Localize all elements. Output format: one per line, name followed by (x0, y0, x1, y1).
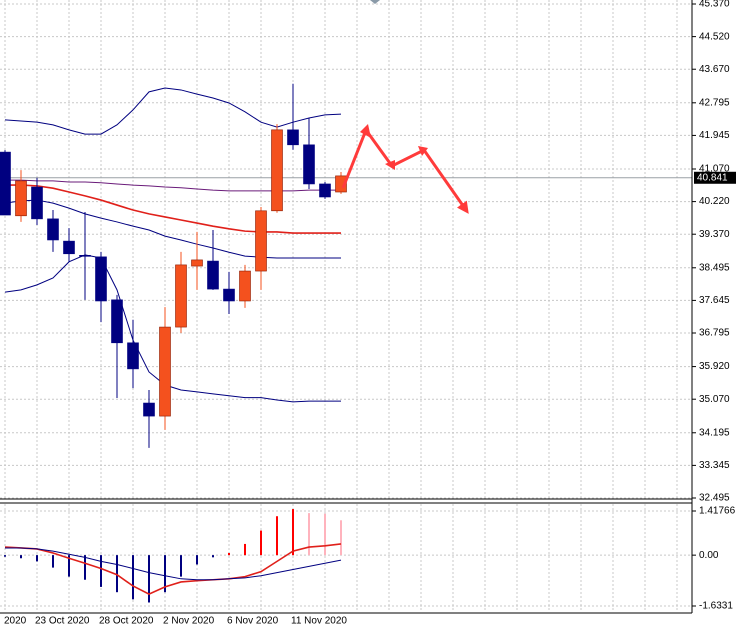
plot-layer: 45.370 44.520 43.670 42.795 41.945 41.070 40.2… (0, 0, 736, 612)
candle-body (287, 129, 299, 146)
y-tick-label: 1.41766 (699, 506, 736, 517)
x-tick-label: 23 Oct 2020 (35, 616, 90, 627)
indicator-line (4, 199, 341, 259)
candle-body (271, 129, 283, 212)
x-tick-label: 6 Nov 2020 (227, 616, 279, 627)
indicator-line (5, 184, 341, 234)
histogram-bar (212, 555, 214, 558)
histogram-bar (244, 543, 246, 556)
candle-body (191, 259, 203, 267)
candle-body (239, 270, 251, 302)
y-tick-label: 36.795 (699, 328, 730, 339)
x-tick-label: 11 Nov 2020 (291, 616, 347, 627)
y-tick-label: -1.6331 (699, 601, 733, 612)
indicator-line (4, 87, 342, 135)
histogram-bar (20, 555, 22, 559)
histogram-bar (324, 513, 326, 556)
y-tick-label: 44.520 (699, 31, 730, 42)
indicator-line (5, 547, 342, 581)
histogram-bar (148, 555, 150, 603)
candle-body (255, 210, 267, 272)
candle-body (159, 326, 171, 417)
candle-body (335, 175, 347, 193)
candle-body (303, 144, 315, 185)
histogram-bar (308, 513, 310, 556)
y-tick-label: 40.220 (699, 196, 730, 207)
candle-body (207, 260, 219, 290)
shift-marker (370, 0, 380, 4)
histogram-bar (132, 555, 134, 600)
y-tick-label: 43.670 (699, 64, 730, 75)
histogram-bar (276, 516, 278, 556)
current-price-box (694, 171, 736, 184)
arrow-head (418, 146, 428, 156)
y-tick-label: 41.945 (699, 130, 730, 141)
candle-body (223, 288, 235, 302)
histogram-bar (292, 509, 294, 556)
histogram-bar (164, 555, 166, 593)
y-tick-label: 0.00 (699, 550, 719, 561)
x-tick-label: 2 Nov 2020 (163, 616, 215, 627)
indicator-line (4, 543, 342, 595)
y-tick-label: 38.495 (699, 262, 730, 273)
candle-body (0, 151, 11, 216)
histogram-bar (36, 555, 38, 562)
y-tick-label: 37.645 (699, 295, 730, 306)
y-tick-label: 42.795 (699, 97, 730, 108)
candle-body (111, 299, 123, 344)
indicator-line (4, 254, 341, 403)
y-tick-label: 35.070 (699, 394, 730, 405)
candle-body (319, 183, 331, 198)
x-tick-label: 2020 (4, 616, 27, 627)
histogram-bar (100, 555, 102, 587)
histogram-bar (52, 555, 54, 568)
histogram-bar (228, 552, 230, 556)
histogram-bar (84, 555, 86, 580)
y-tick-label: 45.370 (699, 0, 730, 10)
histogram-bar (116, 555, 118, 593)
histogram-bar (340, 520, 342, 556)
candle-body (95, 256, 107, 302)
candle-body (63, 240, 75, 255)
candle-body (143, 402, 155, 417)
indicator-line (5, 179, 341, 192)
histogram-bar (260, 530, 262, 556)
candle-body (47, 218, 59, 241)
y-tick-label: 32.495 (699, 493, 730, 504)
x-tick-label: 28 Oct 2020 (99, 616, 154, 627)
candle-body (175, 264, 187, 328)
histogram-bar (68, 555, 70, 577)
current-price-label: 40.841 (697, 172, 728, 183)
histogram-bar (180, 555, 182, 577)
histogram-bar (196, 555, 198, 565)
histogram-bar (4, 555, 6, 557)
arrow-head (360, 124, 371, 138)
y-tick-label: 35.920 (699, 361, 730, 372)
candle-body (15, 180, 27, 217)
arrow-head (385, 160, 395, 170)
candle-body (79, 255, 91, 257)
y-tick-label: 39.370 (699, 229, 730, 240)
y-tick-label: 34.195 (699, 427, 730, 438)
y-tick-label: 41.070 (699, 164, 730, 175)
candle-body (127, 342, 139, 370)
candle-body (31, 186, 43, 220)
y-tick-label: 33.345 (699, 460, 730, 471)
